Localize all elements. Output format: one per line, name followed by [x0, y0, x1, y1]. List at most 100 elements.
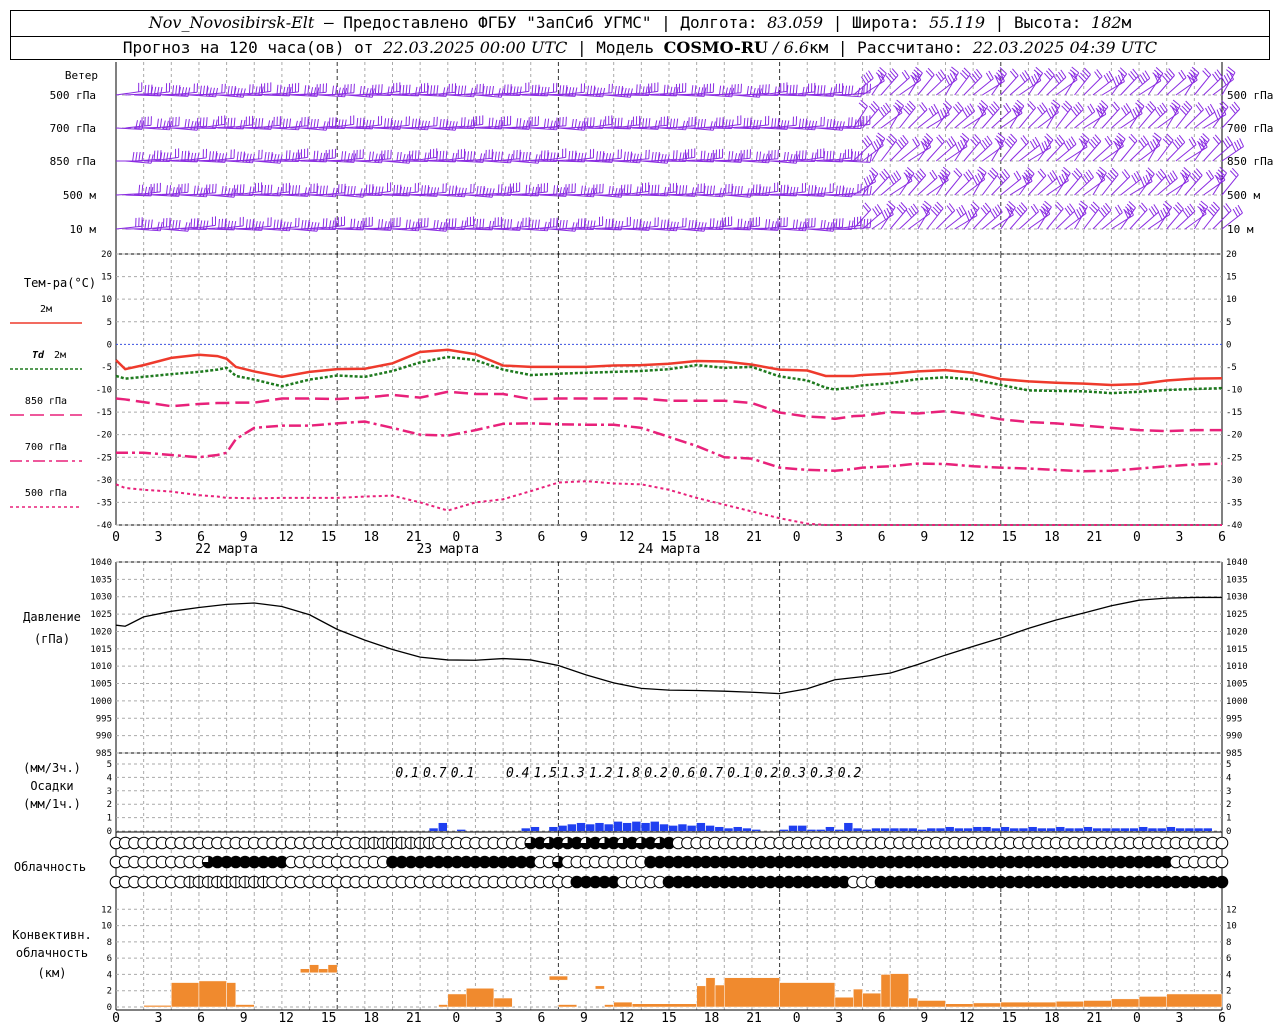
wind-barb: [751, 149, 779, 162]
wind-barb-shaft: [880, 112, 903, 129]
wind-barb-shaft: [954, 110, 975, 129]
wind-barb-feather: [869, 169, 877, 177]
wind-barb-shaft: [189, 192, 216, 196]
wind-barb-feather: [712, 218, 715, 228]
wind-barb: [1083, 69, 1103, 96]
wind-barb-feather: [967, 169, 974, 178]
wind-barb-feather: [322, 218, 325, 228]
wind-barb: [1055, 203, 1076, 230]
wind-barb-feather: [1172, 170, 1178, 179]
wind-barb-shaft: [650, 94, 677, 97]
conv-cloud-bar: [880, 974, 891, 1008]
wind-barb: [1120, 201, 1136, 230]
wind-barb-feather: [390, 86, 393, 96]
wind-barb: [152, 116, 180, 129]
wind-barb-feather: [1183, 167, 1191, 174]
wind-barb-shaft: [272, 127, 299, 131]
wind-barb-feather: [1052, 99, 1061, 106]
wind-barb: [595, 117, 623, 129]
wind-barb-feather: [568, 150, 571, 161]
wind-barb-feather: [291, 152, 295, 162]
wind-barb: [586, 152, 615, 163]
precip-bar: [567, 824, 577, 831]
wind-barb-shaft: [1037, 139, 1054, 162]
conv-cloud-bar: [235, 1004, 255, 1008]
wind-barb-feather: [823, 220, 826, 230]
precip-bar: [899, 828, 908, 831]
wind-barb-feather: [427, 152, 430, 162]
wind-barb-shaft: [171, 127, 198, 131]
wind-barb-feather: [1036, 106, 1044, 115]
wind-barb-feather: [288, 150, 291, 160]
precip-bar: [705, 825, 715, 831]
wind-barb: [1120, 133, 1138, 162]
precip-bar: [1046, 828, 1056, 831]
wind-barb: [889, 134, 909, 162]
wind-barb-feather: [132, 152, 135, 162]
wind-barb-feather: [381, 186, 384, 196]
temp-xtick-label: 21: [746, 530, 762, 545]
wind-barb-shaft: [1184, 72, 1200, 96]
wind-barb-feather: [1106, 135, 1113, 144]
wind-barb-feather: [233, 188, 237, 198]
wind-barb-shaft: [263, 158, 290, 162]
wind-barb-feather: [1135, 102, 1143, 110]
wind-barb: [1009, 202, 1028, 230]
wind-barb-feather: [614, 220, 618, 230]
wind-barb: [438, 220, 467, 230]
wind-barb: [604, 216, 631, 230]
pressure-title: Давление: [23, 610, 81, 624]
wind-barb-feather: [368, 119, 372, 129]
wind-barb-feather: [1004, 206, 1013, 213]
wind-barb-feather: [718, 117, 721, 127]
wind-barb-feather: [264, 152, 267, 162]
wind-barb: [963, 134, 982, 162]
wind-barb-feather: [556, 152, 559, 162]
wind-barb-shaft: [917, 139, 934, 162]
wind-barb-shaft: [880, 139, 898, 162]
wind-barb-shaft: [991, 110, 1012, 129]
wind-barb: [834, 151, 863, 162]
wind-barb-feather: [1063, 142, 1070, 151]
wind-barb-feather: [1192, 71, 1198, 81]
wind-barb-feather: [857, 119, 860, 129]
wind-barb-feather: [319, 152, 323, 162]
wind-barb-shaft: [521, 158, 548, 162]
wind-barb-feather: [1029, 140, 1036, 150]
wind-barb-shaft: [392, 191, 419, 196]
conv-cloud-bar: [493, 997, 513, 1008]
wind-barb-feather: [359, 220, 363, 230]
wind-barb-feather: [316, 185, 319, 195]
wind-barb-shaft: [751, 228, 778, 231]
wind-barb: [198, 83, 226, 96]
wind-barb-feather: [1089, 103, 1096, 112]
wind-barb: [171, 218, 199, 230]
wind-barb-shaft: [355, 160, 382, 164]
wind-barb-feather: [679, 185, 681, 195]
wind-barb-shaft: [982, 80, 1005, 96]
wind-barb-feather: [755, 184, 758, 194]
wind-barb-feather: [408, 84, 411, 94]
wind-barb-feather: [1029, 100, 1036, 109]
wind-barb-feather: [1115, 76, 1120, 86]
wind-barb-shaft: [263, 191, 290, 196]
precip-bar: [973, 826, 982, 831]
temp-ytick-right: 0: [1226, 340, 1231, 350]
wind-barb-shaft: [162, 228, 189, 232]
wind-barb-feather: [488, 188, 492, 198]
wind-barb: [899, 203, 919, 230]
precip-bar: [678, 824, 687, 831]
wind-barb-feather: [356, 117, 359, 128]
wind-barb-shaft: [466, 194, 493, 198]
wind-barb-feather: [1142, 72, 1148, 81]
wind-barb-feather: [893, 172, 899, 181]
wind-barb-feather: [1092, 136, 1100, 145]
temp-ytick-right: -5: [1226, 363, 1237, 373]
wind-barb-feather: [651, 152, 654, 162]
wind-barb-feather: [879, 173, 886, 181]
wind-barb-shaft: [1046, 208, 1064, 230]
wind-barb-feather: [175, 220, 178, 230]
wind-barb-feather: [1202, 70, 1210, 78]
wind-barb-shaft: [1018, 80, 1042, 96]
wind-barb-shaft: [373, 90, 400, 96]
